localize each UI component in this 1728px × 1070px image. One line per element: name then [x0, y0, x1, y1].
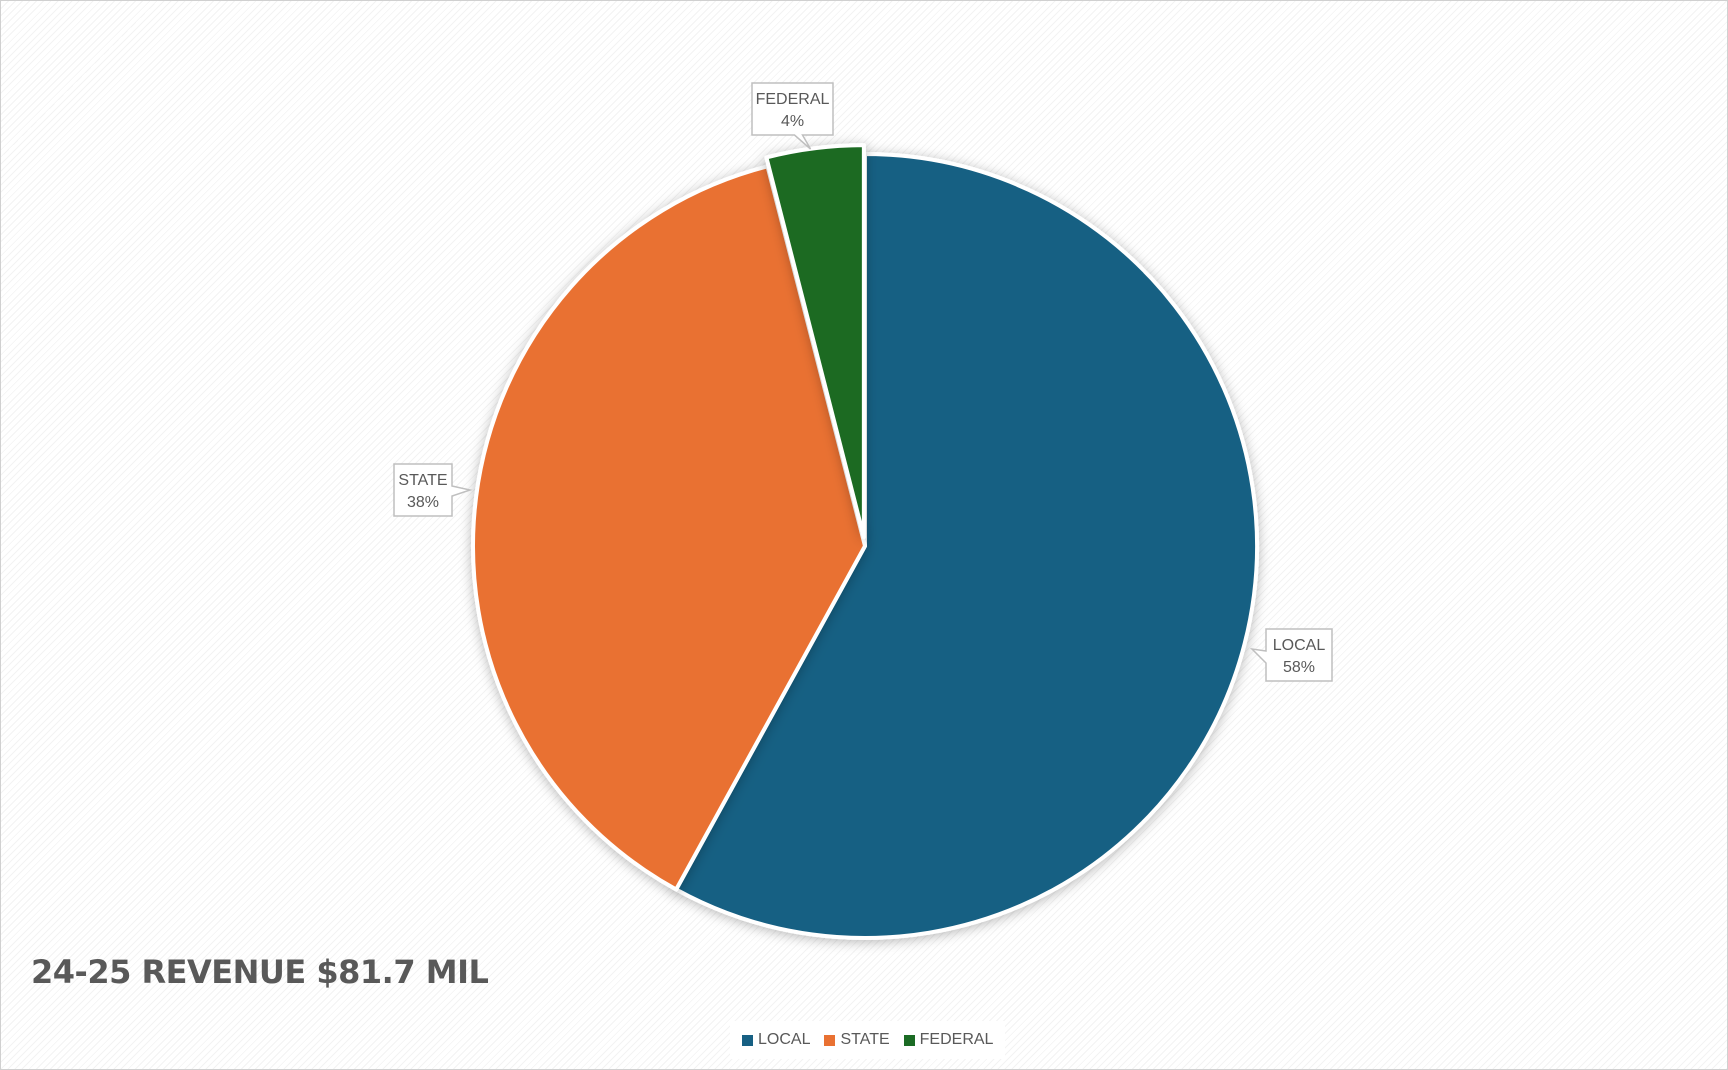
pie-slice-federal	[764, 143, 866, 540]
legend-item-federal: FEDERAL	[903, 1031, 994, 1049]
data-labels: LOCAL 58% STATE 38% FEDERAL 4%	[393, 82, 1333, 682]
legend-label-local: LOCAL	[758, 1031, 811, 1048]
legend-item-local: LOCAL	[742, 1031, 810, 1049]
data-label-value: 38%	[407, 494, 439, 511]
legend-swatch-local	[742, 1034, 753, 1046]
legend-label-state: STATE	[840, 1031, 890, 1048]
pie-slices	[471, 143, 1259, 940]
pie-slice-local	[674, 152, 1259, 940]
legend-swatch-state	[824, 1034, 836, 1046]
pie-slice-state	[471, 164, 867, 892]
data-label-local: LOCAL 58%	[1249, 628, 1333, 682]
legend: LOCAL STATE FEDERAL	[730, 1021, 1006, 1059]
legend-item-state: STATE	[824, 1031, 890, 1049]
data-label-box	[393, 463, 473, 517]
data-label-federal: FEDERAL 4%	[751, 82, 834, 150]
legend-label-federal: FEDERAL	[919, 1031, 994, 1048]
data-label-box	[1249, 628, 1333, 682]
data-label-box	[751, 82, 834, 150]
data-label-category: LOCAL	[1273, 637, 1326, 654]
data-label-value: 58%	[1283, 659, 1315, 676]
data-label-category: STATE	[398, 472, 447, 489]
data-label-value: 4%	[781, 113, 804, 130]
data-label-category: FEDERAL	[756, 91, 830, 108]
chart-title: 24-25 REVENUE $81.7 MIL	[31, 953, 489, 991]
data-label-state: STATE 38%	[393, 463, 473, 517]
legend-swatch-federal	[903, 1034, 915, 1046]
